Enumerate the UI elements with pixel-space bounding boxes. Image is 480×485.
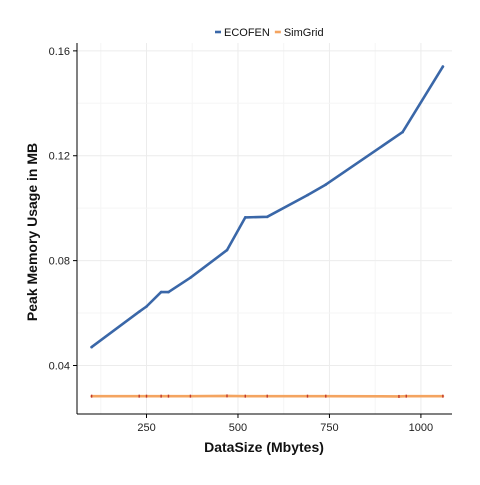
data-point-ecofen	[167, 290, 170, 294]
y-tick-label: 0.04	[49, 360, 70, 372]
legend-label-ecofen: ECOFEN	[224, 27, 270, 39]
series-markers	[90, 65, 445, 398]
data-point-ecofen	[137, 310, 141, 314]
x-tick-label: 250	[137, 422, 155, 434]
y-tick-label: 0.12	[49, 151, 70, 163]
y-axis-title: Peak Memory Usage in MB	[24, 143, 40, 321]
data-point-ecofen	[265, 215, 269, 219]
data-point-ecofen	[159, 290, 163, 294]
series-lines	[90, 65, 445, 398]
data-point-ecofen	[441, 65, 445, 68]
x-axis-title: DataSize (Mbytes)	[204, 439, 324, 455]
data-point-ecofen	[401, 130, 404, 134]
grid	[77, 43, 452, 414]
x-tick-label: 1000	[409, 422, 433, 434]
data-point-ecofen	[225, 248, 229, 252]
x-tick-label: 750	[320, 422, 338, 434]
legend: ECOFEN SimGrid	[215, 27, 324, 39]
ticks: 250 500 750 1000 0.04 0.08 0.12 0.16	[49, 46, 434, 434]
y-tick-label: 0.16	[49, 46, 70, 58]
data-point-ecofen	[189, 276, 192, 279]
series-line-simgrid	[90, 394, 445, 398]
y-tick-label: 0.08	[49, 256, 70, 268]
data-point-ecofen	[324, 183, 328, 186]
series-line-ecofen	[90, 65, 445, 349]
data-point-ecofen	[90, 345, 93, 349]
data-point-ecofen	[243, 216, 247, 219]
x-tick-label: 500	[229, 422, 247, 434]
legend-label-simgrid: SimGrid	[284, 27, 324, 39]
data-point-ecofen	[306, 193, 309, 197]
data-point-ecofen	[145, 305, 148, 308]
axes	[76, 43, 452, 415]
